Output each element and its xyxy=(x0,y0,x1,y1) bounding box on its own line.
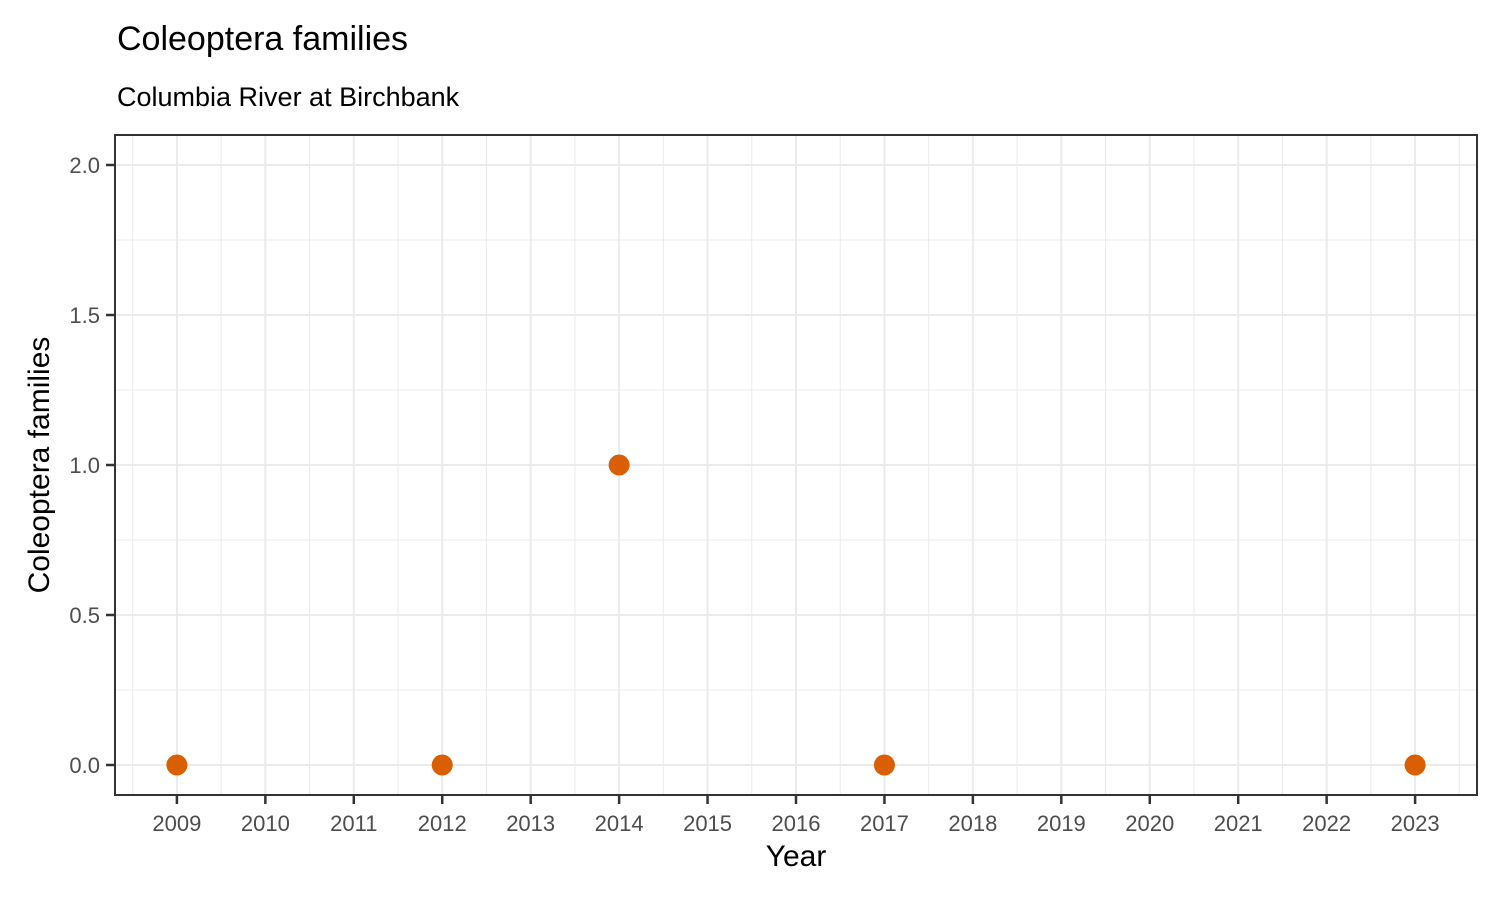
y-tick-label: 2.0 xyxy=(69,153,100,178)
x-tick-label: 2011 xyxy=(330,811,377,836)
x-tick-label: 2019 xyxy=(1037,811,1086,836)
x-tick-label: 2018 xyxy=(948,811,997,836)
chart-subtitle: Columbia River at Birchbank xyxy=(117,82,460,112)
chart-title: Coleoptera families xyxy=(117,20,409,58)
x-tick-label: 2021 xyxy=(1214,811,1263,836)
data-point xyxy=(166,754,188,776)
data-point xyxy=(431,754,453,776)
data-point xyxy=(1404,754,1426,776)
data-point xyxy=(608,454,630,476)
x-tick-label: 2014 xyxy=(595,811,644,836)
x-tick-label: 2023 xyxy=(1391,811,1440,836)
x-tick-label: 2017 xyxy=(860,811,909,836)
y-tick-label: 1.5 xyxy=(69,303,100,328)
y-tick-label: 1.0 xyxy=(69,453,100,478)
x-tick-label: 2015 xyxy=(683,811,732,836)
x-tick-label: 2010 xyxy=(241,811,290,836)
x-tick-label: 2016 xyxy=(772,811,821,836)
x-tick-label: 2013 xyxy=(506,811,555,836)
y-tick-label: 0.0 xyxy=(69,753,100,778)
x-tick-label: 2012 xyxy=(418,811,467,836)
x-tick-label: 2009 xyxy=(152,811,201,836)
data-point xyxy=(873,754,895,776)
x-tick-label: 2022 xyxy=(1302,811,1351,836)
x-axis-title: Year xyxy=(765,840,827,873)
panel-border xyxy=(114,134,1478,796)
y-tick-label: 0.5 xyxy=(69,603,100,628)
x-tick-label: 2020 xyxy=(1125,811,1174,836)
